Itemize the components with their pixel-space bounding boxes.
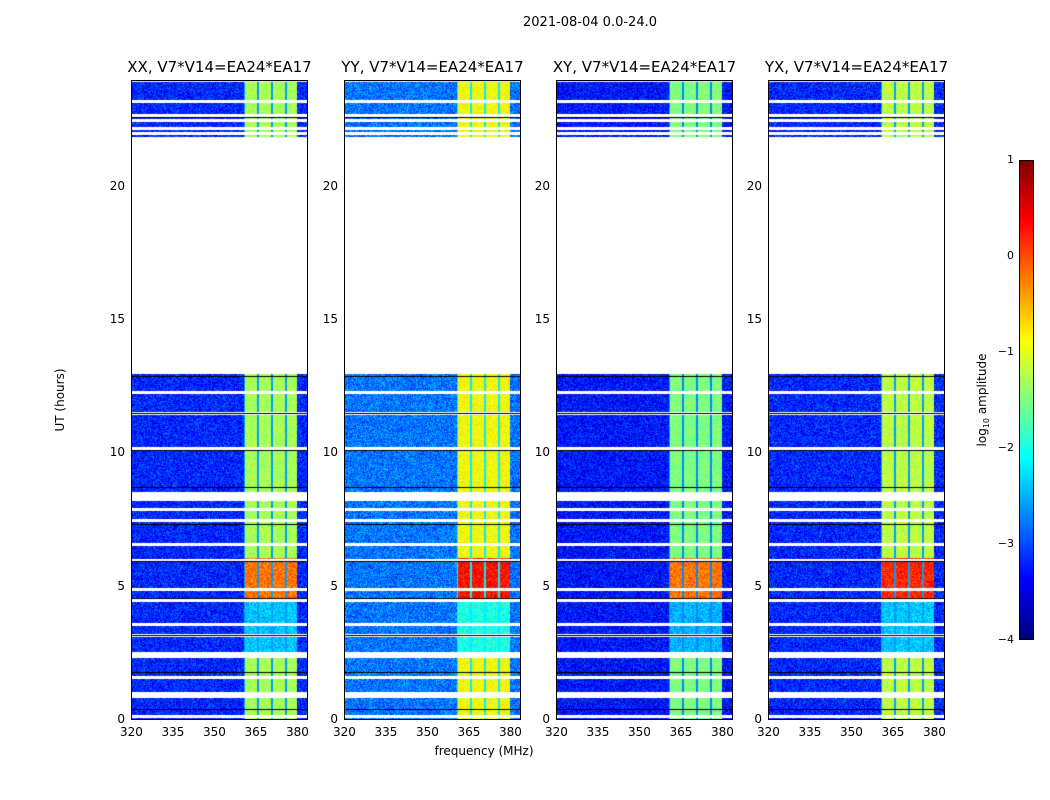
colorbar-tick-label: −1 — [997, 345, 1014, 358]
x-axis-label: frequency (MHz) — [434, 744, 534, 758]
x-tick-label: 320 — [333, 725, 356, 739]
x-tick-label: 320 — [545, 725, 568, 739]
panel-3: YX, V7*V14=EA24*EA17 0 5 10 15 20 320 335 350 365… — [747, 58, 948, 739]
x-tick-label: 350 — [627, 725, 651, 739]
y-tick-label: 0 — [754, 712, 762, 726]
panel-title: XY, V7*V14=EA24*EA17 — [552, 58, 737, 76]
x-tick-label: 320 — [757, 725, 780, 739]
colorbar-tick-label: 1 — [1007, 153, 1014, 166]
y-tick-label: 5 — [542, 578, 550, 593]
y-tick-label: 20 — [746, 178, 762, 193]
plot-axes — [344, 80, 521, 720]
x-tick-label: 335 — [374, 725, 398, 739]
colorbar-tick-label: 0 — [1007, 249, 1014, 262]
x-tick-label: 335 — [161, 725, 185, 739]
x-tick-label: 335 — [586, 725, 610, 739]
spectrogram-heatmap — [556, 80, 733, 720]
y-tick-label: 0 — [330, 712, 338, 726]
panel-title: YY, V7*V14=EA24*EA17 — [341, 58, 524, 76]
x-tick-label: 365 — [881, 725, 905, 739]
plot-axes — [556, 80, 733, 720]
y-axis-label: UT (hours) — [53, 368, 67, 432]
y-tick-label: 10 — [534, 445, 550, 460]
x-tick-label: 365 — [244, 725, 268, 739]
y-tick-label: 5 — [754, 578, 762, 593]
spectrogram-heatmap — [344, 80, 521, 720]
y-tick-label: 20 — [109, 178, 125, 193]
colorbar-tick-label: −2 — [997, 441, 1014, 454]
y-tick-label: 15 — [322, 312, 338, 326]
colorbar-tick-label: −4 — [997, 633, 1014, 646]
colorbar-label: log10 amplitude — [974, 353, 992, 447]
panel-title: YX, V7*V14=EA24*EA17 — [764, 58, 949, 76]
spectrogram-heatmap — [768, 80, 945, 720]
y-tick-label: 10 — [109, 445, 125, 460]
y-tick-label: 15 — [534, 312, 550, 326]
x-tick-label: 350 — [839, 725, 863, 739]
colorbar — [1019, 160, 1034, 640]
panel-2: XY, V7*V14=EA24*EA17 0 5 10 15 20 320 335 350 365… — [535, 58, 736, 739]
x-tick-label: 380 — [498, 725, 522, 739]
y-tick-label: 5 — [117, 578, 125, 593]
y-tick-label: 10 — [322, 445, 338, 460]
x-tick-label: 320 — [120, 725, 143, 739]
x-tick-label: 380 — [922, 725, 946, 739]
plot-axes — [768, 80, 945, 720]
y-tick-label: 15 — [109, 312, 125, 326]
panel-1: YY, V7*V14=EA24*EA17 0 5 10 15 20 320 335 350 365… — [323, 58, 524, 739]
y-tick-label: 15 — [746, 312, 762, 326]
x-tick-label: 365 — [669, 725, 693, 739]
colorbar-gradient — [1020, 161, 1033, 639]
x-tick-label: 335 — [798, 725, 822, 739]
panel-title: XX, V7*V14=EA24*EA17 — [127, 58, 312, 76]
y-tick-label: 10 — [746, 445, 762, 460]
spectrogram-heatmap — [131, 80, 308, 720]
x-tick-label: 380 — [710, 725, 734, 739]
y-tick-label: 0 — [117, 712, 125, 726]
y-tick-label: 5 — [330, 578, 338, 593]
x-tick-label: 350 — [202, 725, 226, 739]
y-tick-label: 20 — [322, 178, 338, 193]
y-tick-label: 0 — [542, 712, 550, 726]
x-tick-label: 380 — [285, 725, 309, 739]
x-tick-label: 365 — [457, 725, 481, 739]
y-tick-label: 20 — [534, 178, 550, 193]
plot-axes — [131, 80, 308, 720]
x-tick-label: 350 — [415, 725, 439, 739]
figure-title: 2021-08-04 0.0-24.0 — [523, 15, 657, 30]
panel-0: XX, V7*V14=EA24*EA17 0 5 10 15 20 320 335 350 365… — [110, 58, 312, 739]
colorbar-tick-label: −3 — [997, 537, 1014, 550]
